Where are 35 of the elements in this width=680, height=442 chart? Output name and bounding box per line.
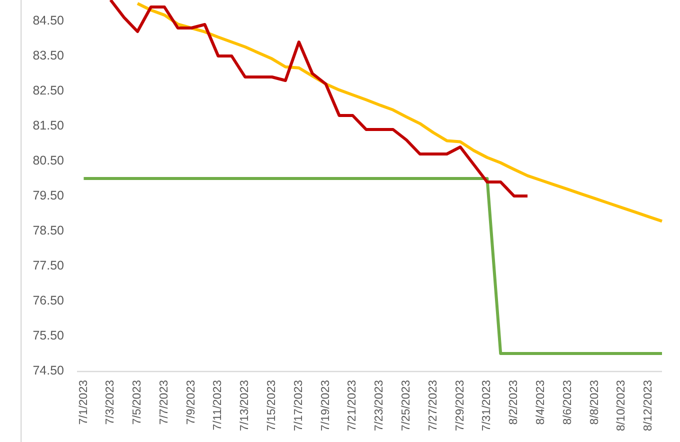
y-tick-label: 74.50 xyxy=(32,363,64,378)
x-tick-label: 8/12/2023 xyxy=(642,380,655,432)
y-tick-label: 79.50 xyxy=(32,188,64,202)
y-tick-label: 77.50 xyxy=(32,258,64,272)
y-tick-label: 76.50 xyxy=(32,293,64,308)
x-tick-label: 7/27/2023 xyxy=(427,380,440,432)
y-tick-label: 83.50 xyxy=(32,48,64,62)
x-tick-label: 7/15/2023 xyxy=(266,380,278,432)
x-tick-label: 7/31/2023 xyxy=(481,380,494,432)
x-tick-label: 7/13/2023 xyxy=(239,380,252,432)
x-tick-label: 7/11/2023 xyxy=(212,380,224,430)
y-tick-label: 75.50 xyxy=(32,328,64,342)
y-tick-label: 78.50 xyxy=(32,223,64,238)
x-tick-label: 8/6/2023 xyxy=(562,380,574,425)
line-series xyxy=(136,2,664,223)
y-tick-label: 81.50 xyxy=(32,118,64,132)
x-tick-label: 7/19/2023 xyxy=(320,380,332,432)
x-tick-label: 8/8/2023 xyxy=(588,380,601,425)
x-tick-label: 7/3/2023 xyxy=(104,380,117,425)
x-tick-label: 7/25/2023 xyxy=(400,380,413,432)
x-tick-label: 8/2/2023 xyxy=(508,380,520,425)
x-tick-label: 7/17/2023 xyxy=(292,380,305,432)
x-tick-label: 7/1/2023 xyxy=(78,380,90,425)
x-tick-label: 7/5/2023 xyxy=(132,380,144,425)
x-tick-label: 7/23/2023 xyxy=(374,380,386,432)
y-tick-label: 82.50 xyxy=(32,83,64,98)
y-tick-label: 84.50 xyxy=(32,13,64,28)
y-tick-label: 80.50 xyxy=(32,153,64,168)
x-tick-label: 7/9/2023 xyxy=(185,380,198,425)
x-tick-label: 7/21/2023 xyxy=(346,380,359,432)
x-tick-label: 8/4/2023 xyxy=(534,380,547,425)
x-tick-label: 8/10/2023 xyxy=(616,380,628,432)
line-series xyxy=(109,0,530,198)
x-tick-label: 7/29/2023 xyxy=(454,380,466,432)
x-tick-label: 7/7/2023 xyxy=(158,380,170,425)
